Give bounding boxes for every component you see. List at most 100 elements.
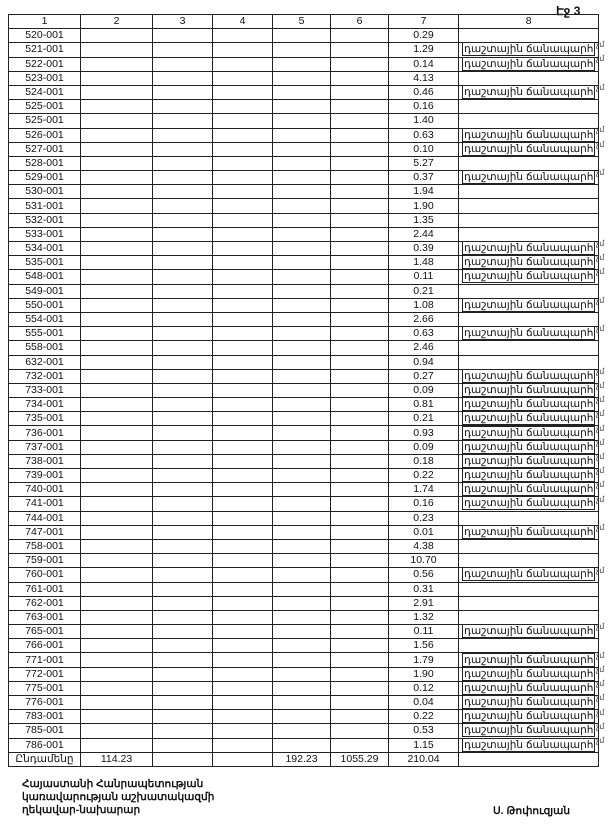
- empty-cell: [212, 99, 273, 115]
- empty-cell: [272, 56, 331, 72]
- empty-cell: [212, 354, 273, 370]
- empty-cell: [80, 354, 153, 370]
- table-row: 765-001 0.11 դաշտային ճանապարհ: [8, 624, 600, 640]
- area-value: 0.11: [388, 269, 459, 285]
- empty-cell: [152, 311, 213, 328]
- purpose-cell: դաշտային ճանապարհ: [457, 496, 600, 512]
- area-value: 0.81: [388, 397, 459, 413]
- empty-cell: [152, 524, 213, 540]
- empty-cell: [272, 155, 331, 172]
- parcel-code: 523-001: [8, 70, 81, 86]
- empty-cell: [330, 326, 389, 342]
- table-row: 763-001 1.32: [8, 609, 600, 626]
- empty-cell: [330, 524, 389, 540]
- parcel-code: 734-001: [8, 397, 81, 413]
- table-row: 528-001 5.27: [8, 155, 600, 172]
- empty-cell: [152, 737, 213, 753]
- empty-cell: [212, 467, 273, 484]
- table-row: 737-001 0.09 դաշտային ճանապարհ: [8, 439, 600, 455]
- empty-cell: [212, 666, 273, 682]
- area-value: 1.35: [388, 212, 459, 228]
- purpose-cell: դաշտային ճանապարհ: [457, 666, 600, 682]
- parcel-code: 758-001: [8, 538, 81, 555]
- empty-cell: [152, 694, 213, 711]
- empty-cell: [330, 411, 389, 427]
- area-value: 0.29: [388, 28, 459, 44]
- empty-cell: [212, 652, 273, 668]
- empty-cell: [330, 184, 389, 200]
- area-value: 0.21: [388, 411, 459, 427]
- purpose-cell: դաշտային ճանապարհ: [457, 170, 600, 186]
- empty-cell: [80, 467, 153, 484]
- road-label: դաշտային ճանապարհ: [462, 568, 596, 581]
- table-row: 734-001 0.81 դաշտային ճանապարհ: [8, 397, 600, 413]
- empty-cell: [272, 680, 331, 697]
- margin-note: չմ: [596, 736, 605, 745]
- margin-note: չմ: [596, 466, 605, 476]
- empty-cell: [152, 595, 213, 611]
- empty-cell: [272, 99, 331, 115]
- empty-cell: [152, 42, 213, 58]
- empty-cell: [272, 113, 331, 129]
- margin-note: չմ: [596, 452, 605, 461]
- parcel-code: 739-001: [8, 467, 81, 484]
- empty-cell: [152, 212, 213, 228]
- purpose-cell: դաշտային ճանապարհ: [457, 297, 600, 313]
- empty-cell: [272, 694, 331, 711]
- purpose-cell: [457, 595, 600, 611]
- area-value: 1.32: [388, 609, 459, 626]
- table-row: 739-001 0.22 դաշտային ճանապարհ: [8, 467, 600, 484]
- area-value: 2.66: [388, 311, 459, 328]
- table-row: 554-001 2.66: [8, 311, 600, 328]
- parcel-code: 785-001: [8, 723, 81, 739]
- parcel-code: 737-001: [8, 439, 81, 455]
- empty-cell: [272, 141, 331, 157]
- purpose-cell: [457, 311, 600, 328]
- table-row: 549-001 0.21: [8, 283, 600, 299]
- area-value: 10.70: [388, 553, 459, 569]
- purpose-cell: դաշտային ճանապարհ: [457, 439, 600, 455]
- purpose-cell: դաշտային ճանապարհ: [457, 368, 600, 384]
- empty-cell: [80, 609, 153, 626]
- empty-cell: [272, 524, 331, 540]
- empty-cell: [80, 28, 153, 44]
- area-value: 1.90: [388, 666, 459, 682]
- parcel-code: 747-001: [8, 524, 81, 540]
- margin-note: չմ: [596, 721, 605, 731]
- empty-cell: [152, 326, 213, 342]
- empty-cell: [330, 723, 389, 739]
- area-value: 4.13: [388, 70, 459, 86]
- margin-note: չմ: [596, 523, 605, 532]
- empty-cell: [330, 382, 389, 399]
- area-value: 1.94: [388, 184, 459, 200]
- margin-note: չմ: [596, 423, 605, 433]
- area-value: 0.94: [388, 354, 459, 370]
- empty-cell: [272, 411, 331, 427]
- empty-cell: [272, 269, 331, 285]
- empty-cell: [330, 510, 389, 526]
- empty-cell: [212, 411, 273, 427]
- table-row: 522-001 0.14 դաշտային ճանապարհ: [8, 56, 600, 72]
- empty-cell: [272, 283, 331, 299]
- empty-cell: [152, 84, 213, 101]
- empty-cell: [80, 42, 153, 58]
- empty-cell: [152, 425, 213, 441]
- margin-note: չմ: [596, 650, 605, 660]
- empty-cell: [80, 411, 153, 427]
- empty-cell: [330, 56, 389, 72]
- empty-cell: [80, 382, 153, 399]
- margin-note: չմ: [596, 324, 605, 334]
- area-value: 2.44: [388, 226, 459, 243]
- empty-cell: [152, 70, 213, 86]
- purpose-cell: դաշտային ճանապարհ: [457, 127, 600, 143]
- table-row: 535-001 1.48 դաշտային ճանապարհ: [8, 255, 600, 271]
- empty-cell: [330, 42, 389, 58]
- table-row: 766-001 1.56: [8, 638, 600, 654]
- total-c8: [457, 751, 600, 767]
- empty-cell: [212, 70, 273, 86]
- empty-cell: [330, 609, 389, 626]
- table-row: 548-001 0.11 դաշտային ճանապարհ: [8, 269, 600, 285]
- area-value: 0.53: [388, 723, 459, 739]
- area-value: 0.46: [388, 84, 459, 101]
- area-value: 4.38: [388, 538, 459, 555]
